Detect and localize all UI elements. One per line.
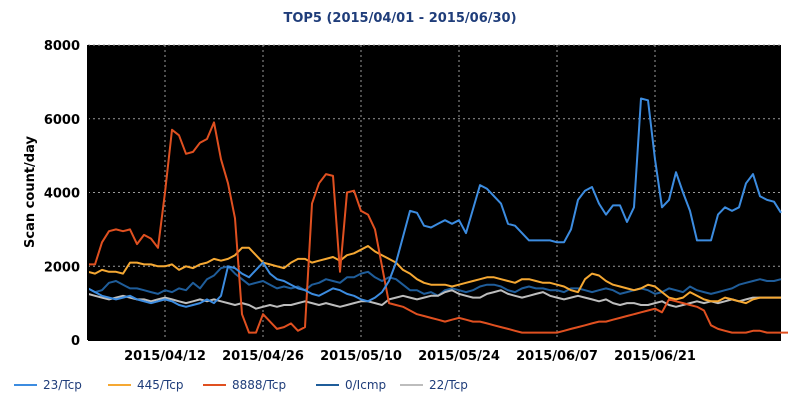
y-tick-label: 8000 (44, 39, 80, 54)
y-tick-label: 6000 (44, 113, 80, 128)
y-tick-label: 2000 (44, 260, 80, 275)
series-layer (87, 97, 788, 334)
y-axis-label: Scan count/day (23, 136, 38, 248)
legend-label: 23/Tcp (43, 378, 82, 392)
series-line-23-tcp (87, 97, 782, 308)
legend-label: 0/Icmp (345, 378, 386, 392)
x-tick-label: 2015/05/24 (418, 349, 500, 364)
chart-title: TOP5 (2015/04/01 - 2015/06/30) (283, 11, 516, 26)
x-tick-label: 2015/06/21 (614, 349, 696, 364)
series-line-8888-tcp (88, 121, 788, 334)
legend-label: 445/Tcp (137, 378, 183, 392)
legend-label: 8888/Tcp (232, 378, 286, 392)
series-line-445-tcp (87, 245, 781, 305)
legend: 23/Tcp 445/Tcp 8888/Tcp 0/Icmp 22/Tcp (14, 378, 468, 392)
y-tick-labels: 0 2000 4000 6000 8000 (44, 39, 80, 349)
y-tick-label: 0 (71, 334, 80, 349)
y-tick-label: 4000 (44, 187, 80, 202)
x-tick-label: 2015/04/26 (222, 349, 304, 364)
series-line-0-icmp (87, 265, 782, 297)
x-tick-label: 2015/05/10 (320, 349, 402, 364)
x-tick-label: 2015/06/07 (516, 349, 598, 364)
x-tick-labels: 2015/04/12 2015/04/26 2015/05/10 2015/05/24… (124, 349, 696, 364)
legend-label: 22/Tcp (429, 378, 468, 392)
x-tick-label: 2015/04/12 (124, 349, 206, 364)
